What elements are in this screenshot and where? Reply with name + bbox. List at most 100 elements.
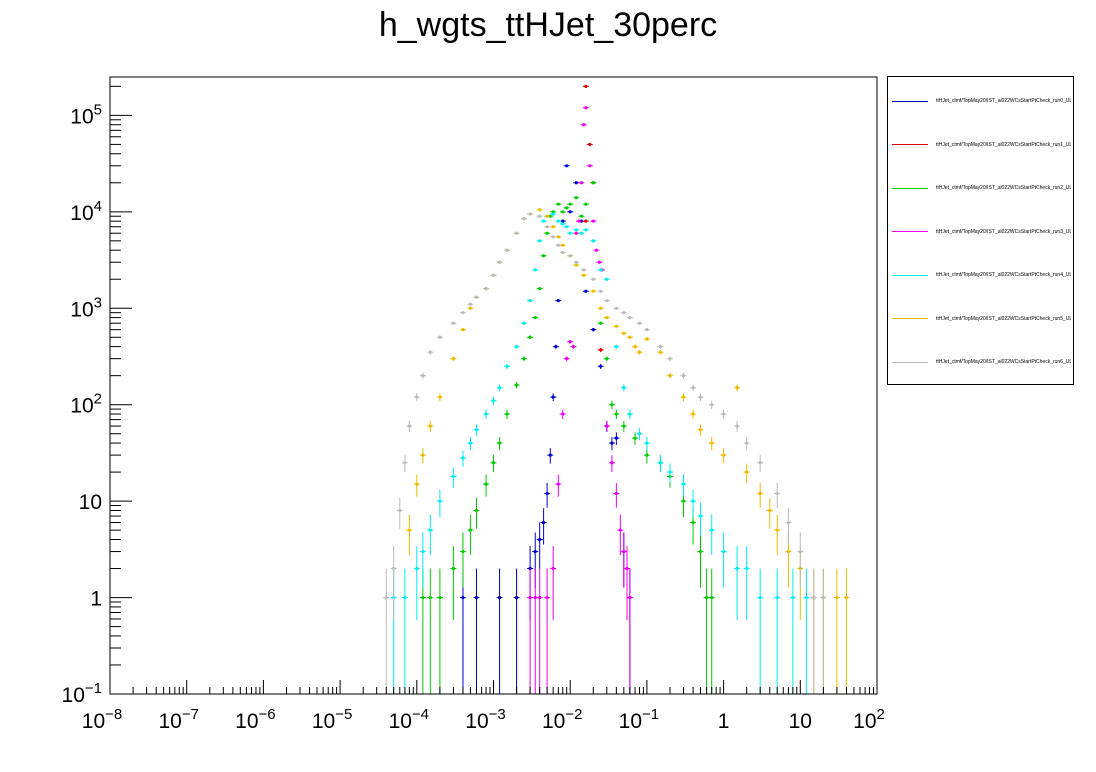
data-point bbox=[522, 321, 526, 325]
data-point bbox=[584, 202, 588, 206]
data-point bbox=[835, 595, 839, 600]
legend-label: ttHJet_ctmf/TopMay20/IST_al022WCsStartPt… bbox=[936, 228, 1071, 235]
data-point bbox=[798, 549, 802, 554]
data-point bbox=[812, 595, 816, 600]
data-point bbox=[691, 386, 695, 390]
series-3 bbox=[527, 106, 633, 694]
data-point bbox=[786, 549, 791, 554]
data-point bbox=[415, 566, 419, 571]
data-point bbox=[538, 214, 542, 218]
data-point bbox=[645, 328, 649, 332]
legend-entry: ttHJet_ctmf/TopMay20/IST_al022WCsStartPt… bbox=[892, 268, 1071, 282]
x-tick-label: 10−2 bbox=[542, 706, 582, 733]
data-point bbox=[554, 345, 558, 349]
chart-title: h_wgts_ttHJet_30perc bbox=[378, 6, 718, 44]
data-point bbox=[551, 235, 555, 239]
data-point bbox=[735, 424, 739, 428]
data-point bbox=[599, 364, 603, 368]
data-point bbox=[745, 441, 749, 445]
data-point bbox=[681, 499, 686, 503]
data-point bbox=[474, 295, 479, 299]
data-point bbox=[637, 321, 642, 325]
data-point bbox=[698, 514, 703, 518]
data-point bbox=[645, 441, 649, 445]
data-point bbox=[681, 395, 686, 399]
data-point bbox=[704, 595, 709, 600]
data-point bbox=[461, 311, 465, 315]
data-point bbox=[568, 202, 572, 206]
data-point bbox=[551, 212, 555, 216]
data-point bbox=[474, 508, 479, 513]
data-point bbox=[421, 374, 425, 378]
data-point bbox=[710, 595, 714, 600]
data-point bbox=[384, 595, 388, 600]
data-point bbox=[622, 424, 626, 428]
data-point bbox=[844, 595, 849, 600]
data-point bbox=[568, 340, 572, 344]
y-tick-label: 103 bbox=[70, 294, 102, 321]
series-4 bbox=[390, 212, 827, 694]
data-point bbox=[622, 386, 626, 390]
data-point bbox=[514, 231, 519, 235]
data-point bbox=[584, 84, 588, 88]
data-point bbox=[538, 537, 542, 542]
data-point bbox=[461, 549, 465, 554]
data-point bbox=[698, 428, 703, 432]
data-point bbox=[561, 219, 565, 223]
data-point bbox=[545, 491, 549, 496]
y-tick-label: 104 bbox=[70, 198, 102, 225]
data-point bbox=[658, 345, 663, 349]
data-point bbox=[599, 268, 603, 272]
legend-swatch bbox=[892, 144, 928, 145]
data-point bbox=[545, 214, 549, 218]
data-point bbox=[538, 239, 542, 243]
legend-label: ttHJet_ctmf/TopMay20/IST_al022WCsStartPt… bbox=[936, 315, 1071, 322]
data-point bbox=[745, 566, 749, 571]
data-point bbox=[505, 364, 509, 368]
data-point bbox=[710, 403, 714, 407]
data-point bbox=[579, 214, 584, 218]
data-point bbox=[468, 441, 473, 445]
data-point bbox=[668, 357, 672, 361]
data-point bbox=[637, 432, 642, 436]
data-point bbox=[528, 335, 532, 339]
series-2 bbox=[419, 181, 715, 694]
data-point bbox=[722, 549, 726, 554]
data-point bbox=[561, 222, 565, 226]
x-tick-label: 10−7 bbox=[158, 706, 198, 733]
data-point bbox=[758, 595, 762, 600]
data-point bbox=[710, 528, 714, 532]
data-point bbox=[561, 412, 565, 416]
data-point bbox=[775, 528, 779, 532]
data-point bbox=[605, 424, 609, 428]
x-tick-label: 10−6 bbox=[235, 706, 275, 733]
data-point bbox=[545, 231, 549, 235]
data-point bbox=[668, 374, 672, 378]
data-point bbox=[468, 306, 473, 310]
data-point bbox=[533, 549, 537, 554]
data-point bbox=[497, 441, 502, 445]
data-point bbox=[491, 273, 496, 277]
data-point bbox=[538, 208, 542, 212]
legend-label: ttHJet_ctmf/TopMay20/IST_al022WCsStartPt… bbox=[936, 185, 1071, 191]
data-point bbox=[474, 428, 479, 432]
data-point bbox=[821, 595, 825, 600]
data-point bbox=[556, 235, 560, 239]
data-point bbox=[545, 225, 549, 229]
data-point bbox=[591, 289, 595, 293]
data-point bbox=[574, 260, 578, 264]
data-point bbox=[591, 239, 595, 243]
x-tick-label: 10−4 bbox=[389, 706, 429, 733]
data-point bbox=[591, 277, 595, 281]
x-tick-label: 10−3 bbox=[465, 706, 505, 733]
data-point bbox=[538, 286, 542, 291]
data-point bbox=[428, 528, 432, 532]
data-point bbox=[579, 231, 584, 235]
data-point bbox=[497, 260, 502, 264]
data-point bbox=[505, 248, 509, 252]
data-point bbox=[474, 595, 479, 600]
plot-frame bbox=[109, 76, 878, 695]
data-point bbox=[548, 453, 552, 457]
data-point bbox=[556, 243, 560, 247]
